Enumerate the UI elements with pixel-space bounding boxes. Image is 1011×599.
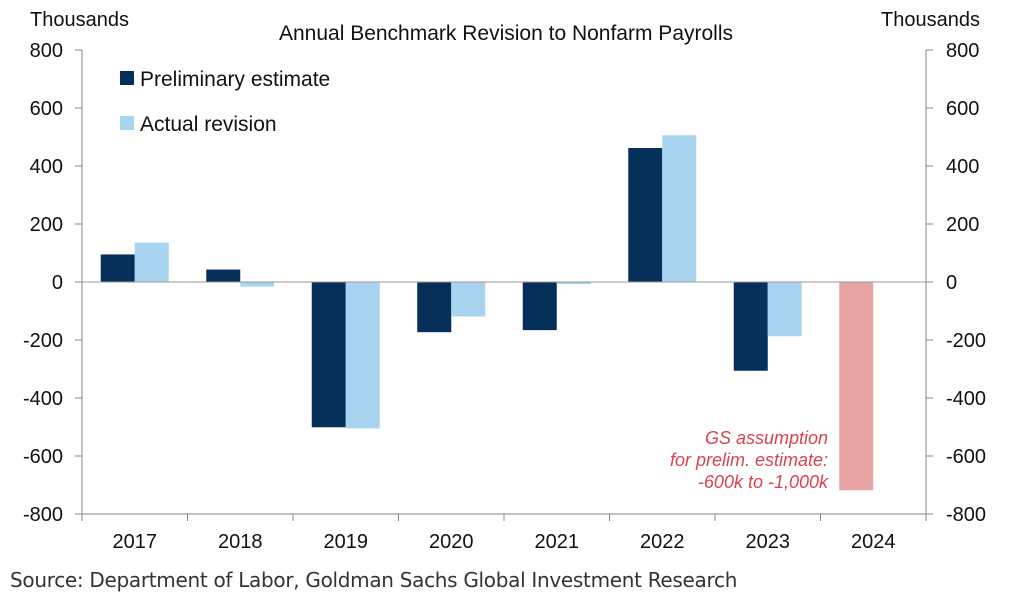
legend-label-actual: Actual revision bbox=[140, 113, 277, 136]
right-y-tick-label: 0 bbox=[946, 272, 957, 294]
bar-preliminary-2021 bbox=[522, 282, 557, 331]
left-y-tick-label: 0 bbox=[52, 272, 63, 294]
x-tick-label: 2022 bbox=[640, 531, 685, 553]
bar-preliminary-2017 bbox=[100, 254, 135, 282]
bar-preliminary-2019 bbox=[311, 282, 346, 428]
x-tick-label: 2020 bbox=[429, 531, 474, 553]
left-y-tick-label: 600 bbox=[30, 98, 63, 120]
source-note: Source: Department of Labor, Goldman Sac… bbox=[10, 568, 738, 592]
right-axis-unit-label: Thousands bbox=[881, 9, 980, 31]
bar-actual-2017 bbox=[134, 242, 169, 282]
assumption-annotation-line: GS assumption bbox=[705, 428, 828, 448]
right-y-tick-label: -400 bbox=[946, 388, 986, 410]
legend-swatch-actual bbox=[120, 116, 134, 130]
bar-preliminary-2023 bbox=[733, 282, 768, 371]
right-y-tick-label: 800 bbox=[946, 40, 979, 62]
left-y-tick-label: 800 bbox=[30, 40, 63, 62]
bar-actual-2023 bbox=[767, 282, 802, 337]
bar-actual-2020 bbox=[451, 282, 486, 317]
left-y-tick-label: 200 bbox=[30, 214, 63, 236]
bar-preliminary-2018 bbox=[206, 269, 241, 282]
bar-actual-2018 bbox=[240, 282, 275, 287]
x-tick-label: 2023 bbox=[746, 531, 791, 553]
benchmark-revision-chart: Annual Benchmark Revision to Nonfarm Pay… bbox=[23, 9, 986, 553]
chart-title: Annual Benchmark Revision to Nonfarm Pay… bbox=[279, 22, 733, 45]
right-y-tick-label: -800 bbox=[946, 504, 986, 526]
bar-assumption-2024 bbox=[839, 282, 874, 491]
bar-actual-2019 bbox=[345, 282, 380, 429]
legend-swatch-preliminary bbox=[120, 71, 134, 85]
right-y-tick-label: 200 bbox=[946, 214, 979, 236]
left-y-tick-label: -400 bbox=[23, 388, 63, 410]
x-tick-label: 2024 bbox=[851, 531, 896, 553]
left-y-tick-label: 400 bbox=[30, 156, 63, 178]
x-tick-label: 2019 bbox=[324, 531, 369, 553]
left-y-tick-label: -600 bbox=[23, 446, 63, 468]
left-y-tick-label: -800 bbox=[23, 504, 63, 526]
bar-actual-2022 bbox=[662, 135, 697, 282]
right-y-tick-label: 400 bbox=[946, 156, 979, 178]
left-axis-unit-label: Thousands bbox=[30, 9, 129, 31]
right-y-tick-label: -600 bbox=[946, 446, 986, 468]
x-tick-label: 2017 bbox=[113, 531, 158, 553]
right-y-tick-label: 600 bbox=[946, 98, 979, 120]
assumption-annotation-line: for prelim. estimate: bbox=[670, 450, 828, 470]
x-tick-label: 2021 bbox=[535, 531, 580, 553]
legend-label-preliminary: Preliminary estimate bbox=[140, 68, 330, 91]
left-y-tick-label: -200 bbox=[23, 330, 63, 352]
assumption-annotation-line: -600k to -1,000k bbox=[698, 472, 829, 492]
right-y-tick-label: -200 bbox=[946, 330, 986, 352]
bar-preliminary-2020 bbox=[417, 282, 452, 333]
x-tick-label: 2018 bbox=[218, 531, 263, 553]
bar-actual-2021 bbox=[556, 282, 591, 285]
bar-preliminary-2022 bbox=[628, 148, 663, 282]
